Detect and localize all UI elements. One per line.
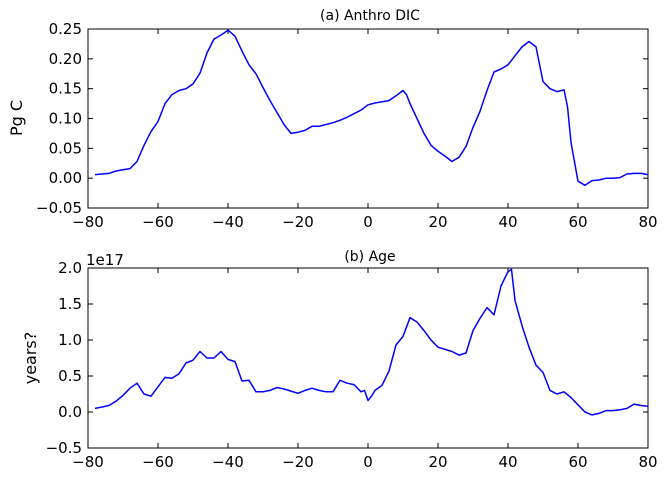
panel-b-x-tick-label: 20 [428, 453, 447, 471]
panel-b-y-tick-label: 2.0 [58, 259, 82, 277]
panel-b-x-tick-label: 80 [638, 453, 657, 471]
panel-b-y-tick-label: 1.5 [58, 295, 82, 313]
panel-a-x-tick-label: 20 [428, 213, 447, 231]
panel-a-y-tick-label: 0.05 [49, 139, 82, 157]
panel-a-x-tick-label: 0 [363, 213, 373, 231]
panel-b-ylabel: years? [21, 332, 40, 385]
panel-b-y-tick-label: 1.0 [58, 331, 82, 349]
panel-a-y-tick-label: 0.00 [49, 169, 82, 187]
panel-a-y-tick-label: −0.05 [36, 199, 82, 217]
panel-a-plot-area: −80 −60 −40 −20 0 20 40 60 80 −0.05 0.00 0.05 0.10 0.… [36, 20, 658, 231]
panel-age: (b) Age 1e17 years? −80 −60 −40 −20 0 20 40 60 8… [21, 249, 658, 471]
panel-a-y-tick-label: 0.25 [49, 20, 82, 38]
panel-a-series-line [94, 29, 649, 187]
panel-a-x-tick-label: 80 [638, 213, 657, 231]
panel-a-x-tick-label: 60 [568, 213, 587, 231]
panel-a-y-tick-label: 0.15 [49, 80, 82, 98]
panel-b-x-tick-label: −40 [212, 453, 244, 471]
panel-b-plot-area: −80 −60 −40 −20 0 20 40 60 80 −0.5 0.0 0.5 1.0 1.5 2.0 [46, 259, 658, 471]
panel-b-x-tick-label: 0 [363, 453, 373, 471]
panel-b-x-tick-label: 40 [498, 453, 517, 471]
panel-a-y-tick-label: 0.20 [49, 50, 82, 68]
panel-b-y-tick-label: −0.5 [46, 439, 82, 457]
panel-a-axes-frame [87, 28, 649, 209]
panel-b-axes-frame [87, 267, 649, 449]
panel-a-x-tick-label: −60 [142, 213, 174, 231]
panel-b-title: (b) Age [344, 249, 395, 265]
panel-a-ylabel: Pg C [7, 100, 26, 136]
panel-b-y-tick-label: 0.0 [58, 403, 82, 421]
panel-a-x-tick-label: −20 [282, 213, 314, 231]
panel-b-x-tick-label: −20 [282, 453, 314, 471]
panel-a-x-tick-label: −40 [212, 213, 244, 231]
panel-a-y-tick-label: 0.10 [49, 110, 82, 128]
panel-a-x-tick-label: −80 [72, 213, 104, 231]
panel-b-offset-text: 1e17 [86, 251, 124, 269]
panel-b-series-line [94, 268, 649, 416]
panel-b-x-tick-label: 60 [568, 453, 587, 471]
panel-b-x-tick-label: −60 [142, 453, 174, 471]
panel-b-y-tick-label: 0.5 [58, 367, 82, 385]
panel-a-x-tick-label: 40 [498, 213, 517, 231]
panel-b-x-tick-label: −80 [72, 453, 104, 471]
panel-anthro-dic: (a) Anthro DIC Pg C −80 −60 −40 −20 0 20 40 60 8… [7, 8, 658, 231]
panel-a-title: (a) Anthro DIC [320, 8, 420, 24]
